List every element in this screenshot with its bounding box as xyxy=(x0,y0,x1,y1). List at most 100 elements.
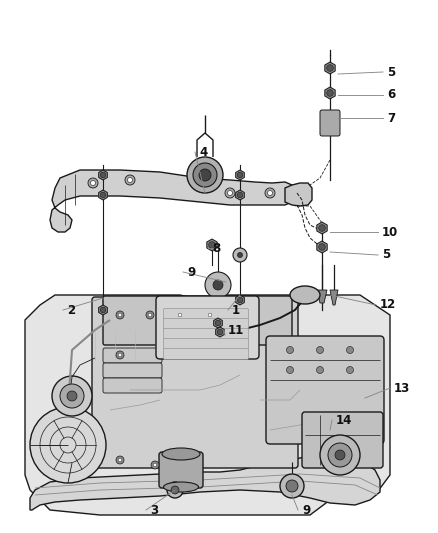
Circle shape xyxy=(60,384,84,408)
Polygon shape xyxy=(30,455,380,510)
Text: 9: 9 xyxy=(187,265,195,279)
Circle shape xyxy=(286,367,293,374)
Circle shape xyxy=(217,329,223,335)
Text: 11: 11 xyxy=(228,324,244,336)
Circle shape xyxy=(237,253,243,257)
FancyBboxPatch shape xyxy=(103,348,162,363)
Text: 5: 5 xyxy=(387,66,395,78)
FancyBboxPatch shape xyxy=(103,378,162,393)
Polygon shape xyxy=(236,190,244,200)
FancyBboxPatch shape xyxy=(320,110,340,136)
Circle shape xyxy=(193,163,217,187)
Polygon shape xyxy=(317,222,327,234)
Text: 7: 7 xyxy=(387,111,395,125)
Circle shape xyxy=(127,177,133,182)
Polygon shape xyxy=(317,290,327,303)
Circle shape xyxy=(237,172,243,177)
Polygon shape xyxy=(99,190,107,200)
Circle shape xyxy=(206,311,214,319)
Circle shape xyxy=(118,353,122,357)
Polygon shape xyxy=(207,239,217,251)
Text: 3: 3 xyxy=(150,504,158,516)
Text: 4: 4 xyxy=(199,146,207,158)
Polygon shape xyxy=(99,305,107,315)
Circle shape xyxy=(125,175,135,185)
Text: 10: 10 xyxy=(382,225,398,238)
Circle shape xyxy=(280,474,304,498)
Circle shape xyxy=(30,407,106,483)
Circle shape xyxy=(319,244,325,251)
FancyBboxPatch shape xyxy=(92,297,298,468)
Circle shape xyxy=(265,188,275,198)
Circle shape xyxy=(171,486,179,494)
Circle shape xyxy=(317,367,324,374)
Circle shape xyxy=(327,90,333,96)
Circle shape xyxy=(116,311,124,319)
Text: 5: 5 xyxy=(382,248,390,262)
Text: 13: 13 xyxy=(394,382,410,394)
FancyBboxPatch shape xyxy=(156,296,259,359)
Circle shape xyxy=(237,297,243,303)
Text: 6: 6 xyxy=(387,88,395,101)
Circle shape xyxy=(88,178,98,188)
Circle shape xyxy=(116,456,124,464)
Circle shape xyxy=(151,461,159,469)
Circle shape xyxy=(227,190,233,196)
FancyBboxPatch shape xyxy=(163,338,248,350)
FancyBboxPatch shape xyxy=(103,363,162,378)
Circle shape xyxy=(91,181,95,185)
Ellipse shape xyxy=(162,448,200,460)
FancyBboxPatch shape xyxy=(302,412,383,468)
Text: 2: 2 xyxy=(67,303,75,317)
Ellipse shape xyxy=(290,286,320,304)
Circle shape xyxy=(286,346,293,353)
FancyBboxPatch shape xyxy=(163,309,248,319)
Circle shape xyxy=(118,458,122,462)
Circle shape xyxy=(52,376,92,416)
Text: 12: 12 xyxy=(380,298,396,311)
Polygon shape xyxy=(236,295,244,305)
Circle shape xyxy=(100,192,106,198)
Circle shape xyxy=(146,311,154,319)
Circle shape xyxy=(208,313,212,317)
Polygon shape xyxy=(285,183,312,206)
FancyBboxPatch shape xyxy=(103,296,292,345)
Polygon shape xyxy=(325,87,335,99)
Ellipse shape xyxy=(163,482,198,492)
Circle shape xyxy=(328,443,352,467)
Circle shape xyxy=(187,157,223,193)
FancyBboxPatch shape xyxy=(163,319,248,329)
Circle shape xyxy=(167,482,183,498)
FancyBboxPatch shape xyxy=(266,336,384,444)
Polygon shape xyxy=(25,295,390,515)
Polygon shape xyxy=(236,170,244,180)
Circle shape xyxy=(118,313,122,317)
Text: 8: 8 xyxy=(212,241,220,254)
FancyBboxPatch shape xyxy=(159,452,203,488)
Circle shape xyxy=(176,311,184,319)
Polygon shape xyxy=(50,170,295,232)
Polygon shape xyxy=(330,290,338,305)
Circle shape xyxy=(153,463,157,467)
Circle shape xyxy=(346,367,353,374)
Circle shape xyxy=(346,346,353,353)
Circle shape xyxy=(215,320,221,326)
Circle shape xyxy=(100,307,106,313)
Circle shape xyxy=(268,190,272,196)
Circle shape xyxy=(199,169,211,181)
Circle shape xyxy=(213,280,223,290)
FancyBboxPatch shape xyxy=(163,328,248,340)
Text: 1: 1 xyxy=(232,303,240,317)
Circle shape xyxy=(286,480,298,492)
Circle shape xyxy=(148,313,152,317)
Circle shape xyxy=(320,435,360,475)
Circle shape xyxy=(327,64,333,71)
Circle shape xyxy=(178,313,182,317)
Circle shape xyxy=(233,248,247,262)
Circle shape xyxy=(335,450,345,460)
Polygon shape xyxy=(325,62,335,74)
Polygon shape xyxy=(214,318,223,328)
Circle shape xyxy=(205,272,231,298)
Circle shape xyxy=(208,241,215,248)
Circle shape xyxy=(237,192,243,198)
